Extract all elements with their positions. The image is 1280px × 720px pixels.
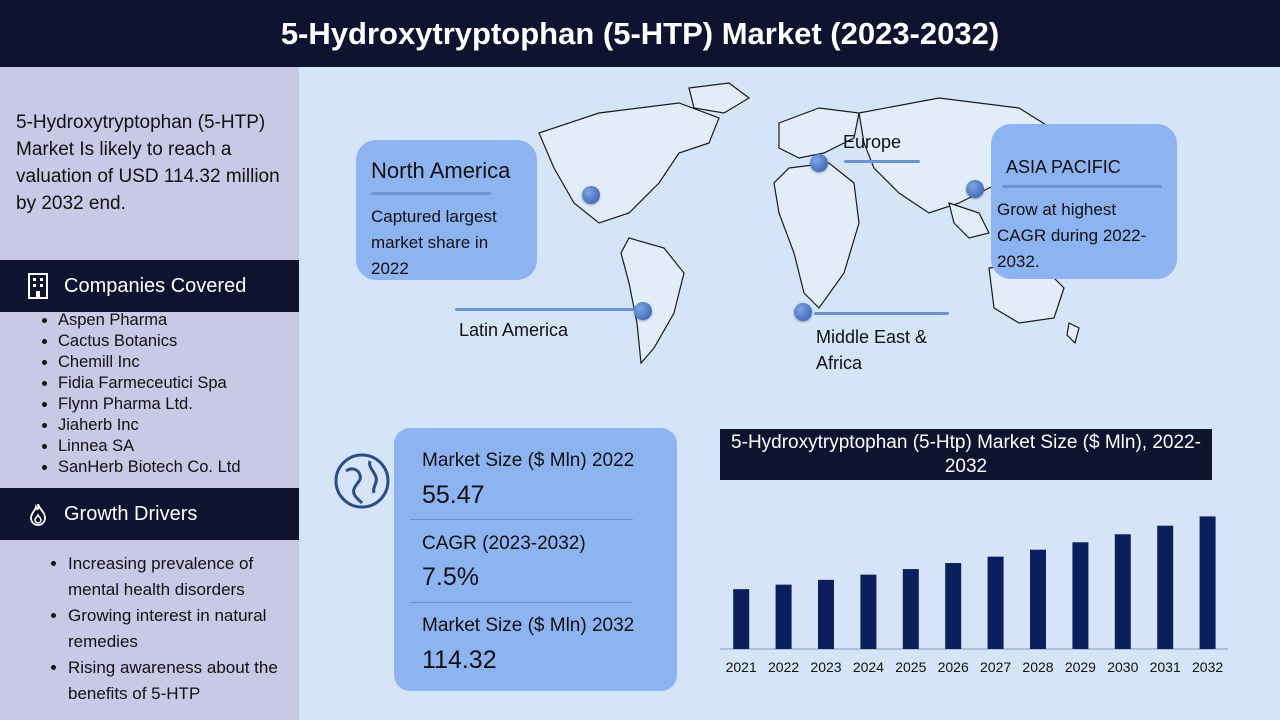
list-item: Jiaherb Inc: [58, 415, 241, 436]
mea-label: Middle East & Africa: [816, 327, 928, 373]
x-tick-label: 2022: [768, 659, 799, 675]
market-size-2032-label: Market Size ($ Mln) 2032: [422, 615, 635, 636]
list-item: Aspen Pharma: [58, 310, 241, 331]
asia-pacific-label: ASIA PACIFIC: [1006, 157, 1121, 177]
drivers-heading: Growth Drivers: [0, 488, 299, 540]
asia-pacific-text: Grow at highest CAGR during 2022-2032.: [997, 200, 1147, 271]
list-item: Rising awareness about the benefits of 5…: [68, 655, 308, 707]
x-tick-label: 2028: [1022, 659, 1053, 675]
stats-panel: Market Size ($ Mln) 2022 55.47 CAGR (202…: [394, 428, 677, 691]
page-title: 5-Hydroxytryptophan (5-HTP) Market (2023…: [280, 15, 1000, 51]
mea-line: [814, 312, 949, 315]
x-tick-label: 2024: [853, 659, 884, 675]
market-size-2022-label: Market Size ($ Mln) 2022: [422, 450, 635, 471]
sidebar: 5-Hydroxytryptophan (5-HTP) Market Is li…: [0, 67, 299, 720]
x-tick-label: 2026: [938, 659, 969, 675]
list-item: Chemill Inc: [58, 352, 241, 373]
bar-2027: [987, 556, 1004, 649]
bar-2021: [733, 589, 750, 649]
x-tick-label: 2029: [1065, 659, 1096, 675]
companies-heading: Companies Covered: [0, 260, 299, 312]
list-item: Fidia Farmeceutici Spa: [58, 373, 241, 394]
title-bar: 5-Hydroxytryptophan (5-HTP) Market (2023…: [0, 0, 1280, 67]
list-item: Growing interest in natural remedies: [68, 603, 308, 655]
globe-icon: [334, 453, 390, 509]
flame-icon: [18, 502, 58, 526]
bar-2026: [945, 563, 962, 649]
north-america-text: Captured largest market share in 2022: [371, 207, 497, 278]
bar-2022: [775, 584, 792, 649]
divider: [410, 519, 633, 520]
europe-marker: [810, 154, 828, 172]
x-tick-label: 2032: [1192, 659, 1223, 675]
bar-2029: [1072, 542, 1089, 649]
europe-label: Europe: [843, 132, 902, 152]
x-tick-label: 2030: [1107, 659, 1138, 675]
building-icon: [18, 273, 58, 299]
north-america-callout: [356, 140, 537, 280]
europe-line: [844, 160, 920, 163]
drivers-heading-label: Growth Drivers: [64, 502, 198, 525]
main-area: North America Captured largest market sh…: [299, 67, 1280, 720]
bar-2031: [1157, 525, 1174, 649]
market-size-2032-value: 114.32: [422, 646, 497, 674]
bar-2028: [1030, 549, 1046, 649]
asia-pacific-line: [1002, 185, 1162, 188]
companies-list: Aspen Pharma Cactus Botanics Chemill Inc…: [38, 310, 241, 478]
north-america-marker: [582, 186, 600, 204]
x-tick-label: 2027: [980, 659, 1011, 675]
bar-2023: [818, 579, 834, 649]
north-america-line: [371, 192, 491, 195]
cagr-value: 7.5%: [422, 563, 479, 591]
list-item: Linnea SA: [58, 436, 241, 457]
x-tick-label: 2025: [895, 659, 926, 675]
cagr-label: CAGR (2023-2032): [422, 533, 586, 554]
chart-title-text: 5-Hydroxytryptophan (5-Htp) Market Size …: [731, 431, 1201, 477]
asia-pacific-callout: [991, 124, 1177, 279]
list-item: Cactus Botanics: [58, 331, 241, 352]
x-tick-label: 2031: [1150, 659, 1181, 675]
chart-title: 5-Hydroxytryptophan (5-Htp) Market Size …: [720, 429, 1212, 480]
x-tick-label: 2023: [810, 659, 841, 675]
bar-2024: [860, 574, 877, 649]
bar-2025: [902, 569, 919, 649]
market-size-2022-value: 55.47: [422, 481, 485, 509]
latin-america-label: Latin America: [459, 320, 569, 340]
intro-text: 5-Hydroxytryptophan (5-HTP) Market Is li…: [16, 112, 280, 214]
list-item: Increasing prevalence of mental health d…: [68, 551, 308, 603]
list-item: SanHerb Biotech Co. Ltd: [58, 457, 241, 478]
latin-america-marker: [634, 302, 652, 320]
divider: [410, 602, 633, 603]
bar-2030: [1114, 534, 1131, 649]
drivers-list: Increasing prevalence of mental health d…: [48, 551, 308, 707]
latin-america-line: [455, 308, 635, 311]
x-tick-label: 2021: [726, 659, 757, 675]
market-size-chart: 2021 2022 2023 2024 2025 2026 2027 2028 2029 2030…: [720, 516, 1228, 675]
list-item: Flynn Pharma Ltd.: [58, 394, 241, 415]
companies-heading-label: Companies Covered: [64, 274, 247, 297]
mea-marker: [794, 303, 812, 321]
asia-pacific-marker: [966, 180, 984, 198]
north-america-label: North America: [371, 158, 511, 183]
bar-2032: [1199, 516, 1216, 649]
